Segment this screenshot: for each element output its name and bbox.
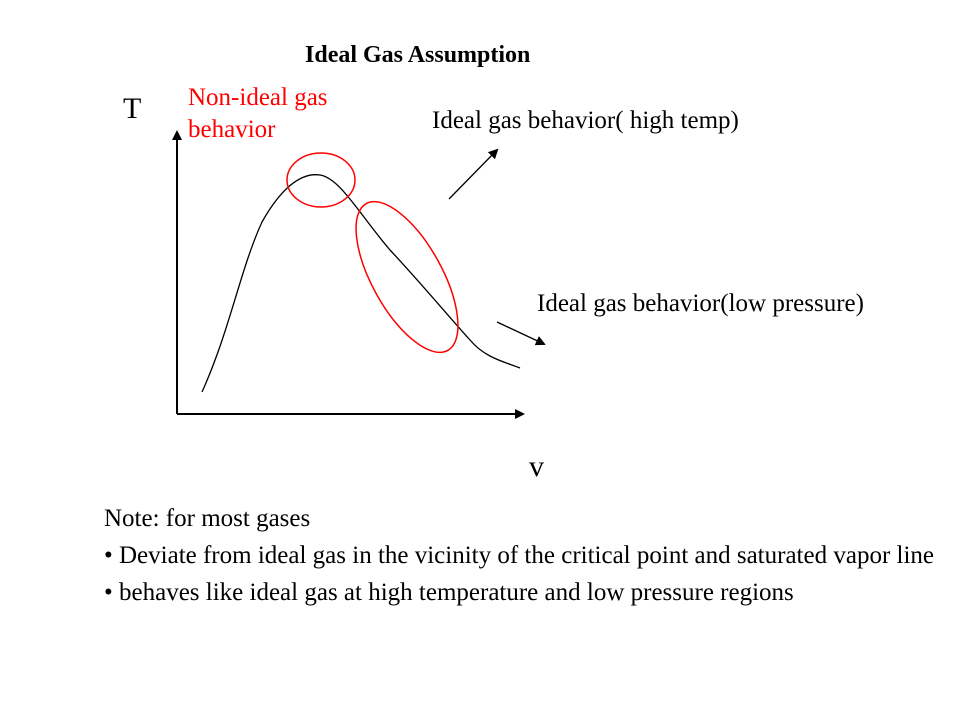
critical-point-highlight — [286, 152, 356, 208]
notes-bullet: • Deviate from ideal gas in the vicinity… — [104, 542, 935, 569]
high-temp-arrow — [448, 148, 499, 200]
non-ideal-label: Non-ideal gas behavior — [188, 84, 328, 143]
page-title: Ideal Gas Assumption — [305, 42, 531, 68]
notes-heading: Note: for most gases — [104, 505, 311, 532]
x-axis-label: v — [529, 450, 544, 483]
high-temp-label: Ideal gas behavior( high temp) — [432, 107, 739, 134]
notes-block: Note: for most gases • Deviate from idea… — [104, 500, 934, 611]
low-pressure-label: Ideal gas behavior(low pressure) — [537, 290, 864, 317]
low-pressure-arrow — [496, 321, 546, 346]
vapor-line-highlight — [355, 200, 459, 354]
y-axis-label: T — [123, 92, 142, 125]
saturation-curve — [201, 174, 521, 393]
notes-bullet: • behaves like ideal gas at high tempera… — [104, 579, 794, 606]
